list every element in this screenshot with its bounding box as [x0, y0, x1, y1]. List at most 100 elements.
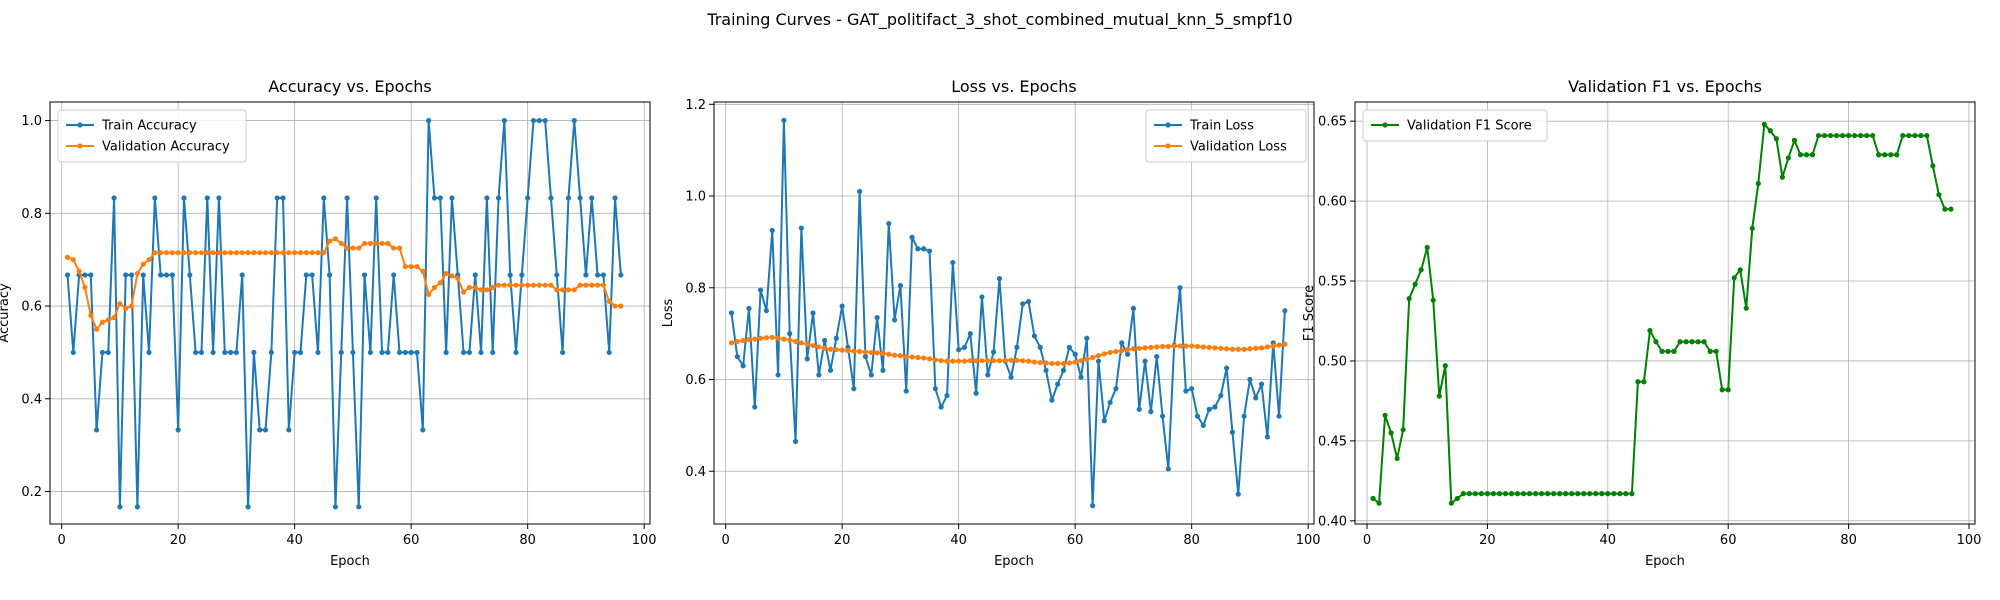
series-line-validation-loss	[731, 336, 1286, 365]
data-point	[1101, 418, 1107, 424]
data-point	[379, 349, 385, 356]
x-axis-label: Epoch	[1645, 554, 1685, 569]
data-point	[379, 240, 385, 247]
data-point	[1532, 491, 1539, 497]
data-point	[1090, 354, 1096, 361]
data-point	[862, 353, 869, 360]
data-point	[921, 246, 927, 252]
data-point	[146, 349, 152, 356]
data-point	[991, 358, 997, 364]
data-point	[1779, 174, 1785, 180]
data-point	[1894, 152, 1900, 158]
data-point	[839, 303, 845, 309]
data-point	[123, 272, 129, 278]
y-tick-label: 1.2	[685, 98, 706, 113]
data-point	[1719, 387, 1725, 393]
series-line-train-accuracy	[66, 119, 622, 508]
data-point	[1189, 343, 1195, 349]
data-point	[1436, 393, 1442, 399]
data-point	[1701, 339, 1707, 345]
data-point	[891, 352, 898, 358]
data-point	[530, 282, 537, 288]
data-point	[769, 334, 775, 340]
data-point	[332, 504, 339, 510]
data-point	[158, 250, 164, 256]
data-point	[1107, 349, 1113, 356]
data-point	[1078, 358, 1084, 364]
data-point	[455, 275, 461, 281]
data-point	[792, 338, 799, 345]
chart-title: Loss vs. Epochs	[951, 77, 1076, 96]
data-point	[1809, 152, 1816, 158]
data-point	[565, 195, 572, 201]
legend-marker	[1382, 122, 1388, 128]
data-point	[1502, 491, 1509, 497]
data-point	[1136, 406, 1142, 412]
data-point	[810, 342, 816, 349]
data-point	[903, 388, 909, 394]
data-point	[1755, 180, 1761, 187]
data-point	[460, 289, 467, 295]
data-point	[525, 282, 531, 288]
data-point	[111, 315, 117, 321]
legend-marker	[1165, 143, 1171, 149]
data-point	[169, 250, 175, 256]
data-point	[1593, 491, 1599, 497]
data-point	[973, 358, 979, 364]
data-point	[612, 303, 618, 309]
data-point	[1235, 346, 1241, 352]
data-point	[967, 331, 973, 337]
data-point	[414, 349, 420, 356]
data-point	[1406, 296, 1412, 302]
data-point	[1484, 491, 1491, 497]
data-point	[484, 195, 490, 201]
data-point	[1014, 344, 1020, 350]
data-point	[606, 349, 612, 356]
data-point	[1490, 491, 1497, 497]
data-point	[1136, 345, 1142, 351]
series-line-validation-f1-score	[1372, 123, 1951, 505]
data-point	[338, 240, 344, 247]
data-point	[839, 347, 845, 353]
legend-label: Train Loss	[1189, 119, 1254, 134]
y-tick-label: 0.45	[1318, 434, 1347, 449]
y-tick-label: 0.2	[21, 485, 42, 500]
data-point	[1253, 395, 1259, 401]
plot-frame	[49, 101, 651, 525]
data-point	[1276, 413, 1282, 419]
data-point	[1194, 413, 1201, 419]
data-point	[356, 245, 362, 251]
data-point	[513, 282, 519, 288]
data-point	[128, 272, 135, 278]
data-point	[1072, 351, 1078, 357]
data-point	[1247, 346, 1253, 352]
data-point	[571, 117, 577, 124]
data-point	[1229, 346, 1236, 352]
legend-label: Validation Accuracy	[102, 140, 230, 155]
data-point	[262, 250, 269, 256]
data-point	[746, 305, 752, 312]
data-point	[1282, 341, 1288, 347]
data-point	[1671, 348, 1677, 354]
data-point	[134, 270, 140, 277]
data-point	[94, 427, 100, 433]
data-point	[414, 264, 420, 270]
data-point	[577, 195, 583, 201]
data-point	[857, 188, 863, 195]
data-point	[874, 350, 880, 356]
legend-box	[1145, 109, 1307, 163]
data-point	[1833, 132, 1840, 139]
data-point	[886, 351, 892, 357]
y-tick-label: 1.0	[21, 114, 42, 129]
data-point	[1066, 344, 1072, 350]
data-point	[1882, 152, 1888, 158]
data-point	[297, 349, 304, 356]
data-point	[222, 250, 228, 256]
data-point	[1037, 359, 1043, 366]
data-point	[239, 272, 245, 278]
data-point	[915, 246, 921, 252]
data-point	[915, 354, 921, 361]
data-point	[1864, 132, 1870, 139]
data-point	[1653, 339, 1659, 345]
data-point	[367, 349, 373, 356]
